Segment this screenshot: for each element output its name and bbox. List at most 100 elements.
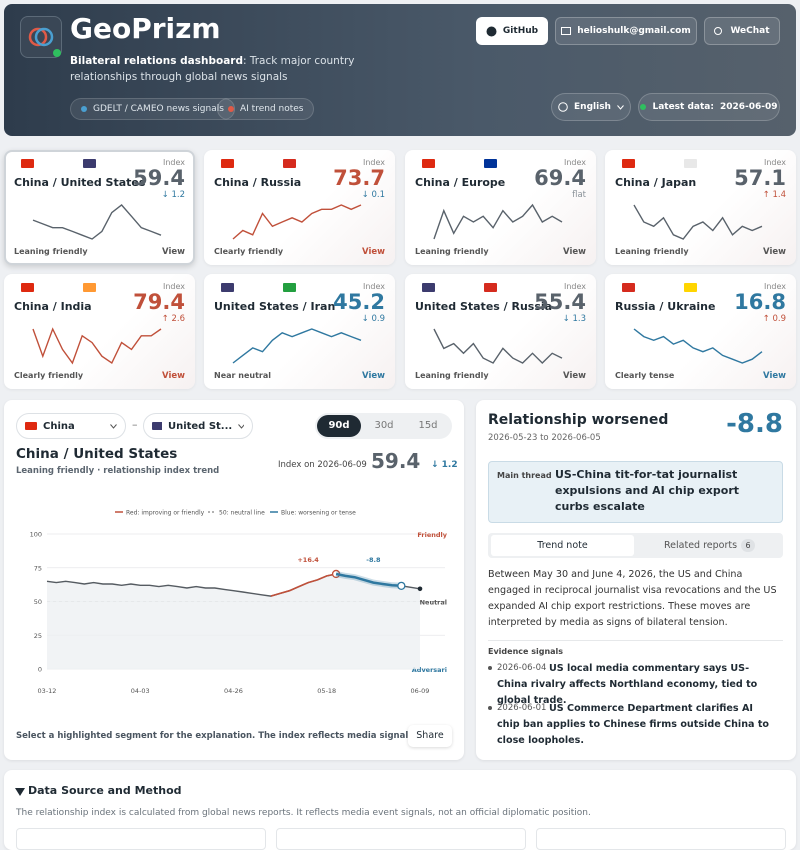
card-change: ↓ 0.1 — [361, 190, 385, 200]
view-link[interactable]: View — [763, 247, 786, 257]
card-change: flat — [572, 190, 586, 200]
flag — [684, 283, 697, 292]
footer-box — [276, 828, 526, 850]
email-button[interactable]: helioshulk@gmail.com — [555, 17, 697, 45]
flag — [221, 283, 234, 292]
relation-card[interactable]: China / Russia Index 73.7 ↓ 0.1 Clearly frie… — [204, 150, 395, 265]
side-dates: 2026-05-23 to 2026-06-05 — [488, 433, 601, 443]
bullet — [488, 666, 492, 670]
relation-card[interactable]: Russia / Ukraine Index 16.8 ↑ 0.9 Clearly te… — [605, 274, 796, 389]
view-link[interactable]: View — [362, 371, 385, 381]
relation-card[interactable]: China / United States Index 59.4 ↓ 1.2 Leani… — [4, 150, 195, 265]
language-select[interactable]: English — [551, 93, 631, 121]
badge-text: GDELT / CAMEO news signals — [93, 104, 224, 114]
chart-note: Select a highlighted segment for the exp… — [16, 731, 417, 741]
index-label: Index — [563, 158, 586, 167]
chevron — [110, 423, 117, 429]
flag — [152, 422, 162, 430]
flags — [21, 159, 96, 168]
sparkline — [633, 204, 763, 240]
github-button[interactable]: GitHub — [476, 17, 548, 45]
card-status: Clearly tense — [615, 371, 675, 380]
sparkline — [32, 327, 162, 365]
share-button[interactable]: Share — [408, 725, 452, 747]
sparkline — [633, 328, 763, 364]
tagline: Bilateral relations dashboard: Track maj… — [70, 53, 410, 85]
sparkline-line — [232, 204, 362, 240]
wechat-button[interactable]: WeChat — [704, 17, 780, 45]
latest-date: 2026-06-09 — [719, 102, 778, 112]
card-status: Leaning friendly — [415, 371, 489, 380]
country-select[interactable]: United St... — [143, 413, 253, 439]
card-value: 79.4 — [133, 290, 185, 314]
country-select[interactable]: China — [16, 413, 126, 439]
range-tab[interactable]: 30d — [374, 420, 394, 431]
relation-card[interactable]: United States / Russia Index 55.4 ↓ 1.3 Lean… — [405, 274, 596, 389]
card-change: ↓ 1.2 — [161, 190, 185, 200]
pair: United States / Iran — [214, 300, 336, 313]
footer-title: Data Source and Method — [28, 784, 182, 797]
main-subtitle: Leaning friendly · relationship index tr… — [16, 466, 220, 476]
relation-card[interactable]: China / India Index 79.4 ↑ 2.6 Clearly frien… — [4, 274, 195, 389]
flags — [21, 283, 96, 292]
side-title: Relationship worsened — [488, 412, 669, 428]
card-value: 69.4 — [534, 166, 586, 190]
tagline-text: : Track major country relationships thro… — [70, 55, 355, 83]
flags — [221, 283, 296, 292]
footer-box — [536, 828, 786, 850]
view-link[interactable]: View — [563, 247, 586, 257]
sparkline-line — [433, 203, 563, 240]
card-change: ↓ 0.9 — [361, 314, 385, 324]
brand: GeoPrizm — [70, 12, 221, 45]
sparkline-line — [32, 327, 162, 365]
logo-icon — [28, 27, 61, 57]
sparkline-line — [633, 328, 763, 364]
side-panel — [476, 400, 796, 760]
evidence-text: US local media commentary says US-China … — [497, 663, 758, 706]
language-text: English — [574, 102, 611, 112]
card-status: Leaning friendly — [415, 247, 489, 256]
flag — [21, 159, 34, 168]
tab[interactable]: Related reports — [664, 540, 738, 551]
pair: China / Europe — [415, 176, 506, 189]
relation-card[interactable]: China / Japan Index 57.1 ↑ 1.4 Leaning frien… — [605, 150, 796, 265]
card-change: ↑ 0.9 — [762, 314, 786, 324]
tagline-bold: Bilateral relations dashboard — [70, 55, 243, 67]
index-label: Index — [763, 158, 786, 167]
view-link[interactable]: View — [162, 371, 185, 381]
sparkline — [232, 204, 362, 240]
range-tab[interactable]: 15d — [418, 420, 438, 431]
pair: Russia / Ukraine — [615, 300, 716, 313]
flags — [422, 159, 497, 168]
flag — [484, 159, 497, 168]
flag — [221, 159, 234, 168]
button-text: helioshulk@gmail.com — [577, 26, 691, 36]
trend-note: Between May 30 and June 4, 2026, the US … — [488, 569, 777, 628]
flags — [422, 283, 497, 292]
view-link[interactable]: View — [362, 247, 385, 257]
badge: GDELT / CAMEO news signals — [70, 98, 235, 120]
badge-text: AI trend notes — [240, 104, 304, 114]
view-link[interactable]: View — [763, 371, 786, 381]
relation-card[interactable]: China / Europe Index 69.4 flat Leaning frien… — [405, 150, 596, 265]
relation-card[interactable]: United States / Iran Index 45.2 ↓ 0.9 Near n… — [204, 274, 395, 389]
flag — [622, 283, 635, 292]
flag — [25, 422, 37, 430]
card-change: ↓ 1.3 — [562, 314, 586, 324]
footer-box — [16, 828, 266, 850]
main-thread — [488, 461, 783, 523]
tab-active[interactable]: Trend note — [491, 535, 634, 556]
view-link[interactable]: View — [162, 247, 185, 257]
view-link[interactable]: View — [563, 371, 586, 381]
badge-dot — [228, 106, 234, 112]
chevron — [238, 423, 244, 429]
logo — [20, 16, 62, 58]
evidence-text: US Commerce Department clarifies AI chip… — [497, 703, 770, 746]
sparkline-line — [232, 328, 362, 364]
sparkline — [433, 203, 563, 240]
range-tab-active[interactable]: 90d — [317, 415, 361, 437]
flags — [622, 283, 697, 292]
index-label: Index — [362, 158, 385, 167]
index-label: Index — [563, 282, 586, 291]
flag — [283, 159, 296, 168]
